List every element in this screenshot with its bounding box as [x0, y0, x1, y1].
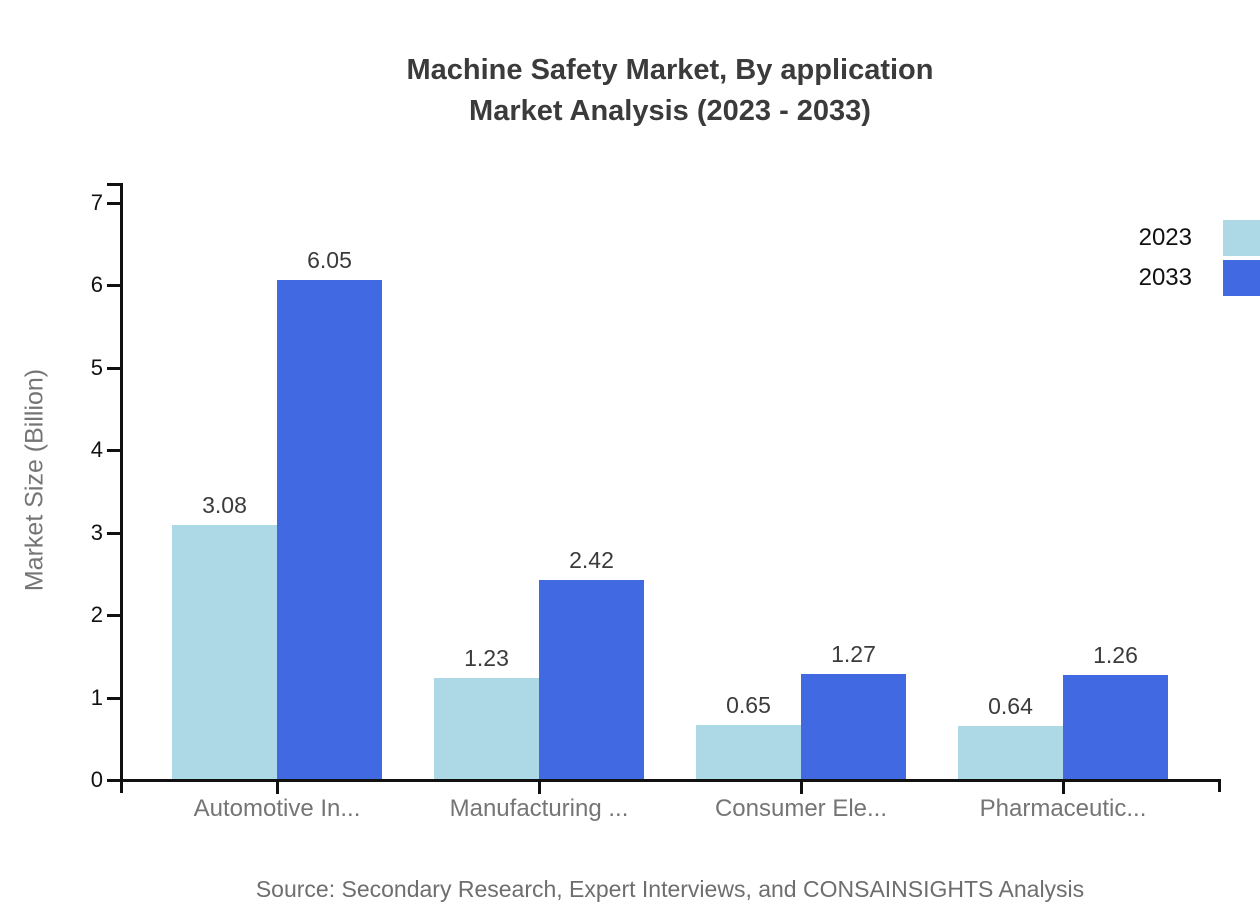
category-label: Manufacturing ...	[449, 795, 629, 822]
legend-label: 2033	[1138, 264, 1192, 291]
bar-value-label: 1.27	[831, 641, 876, 667]
legend-swatch-2023	[1223, 220, 1260, 256]
y-tick-mark	[107, 202, 121, 205]
y-tick-label: 3	[90, 519, 103, 545]
y-tick-label: 4	[90, 437, 103, 463]
bar	[801, 674, 906, 779]
y-tick-mark	[107, 531, 121, 535]
x-tick-mark	[800, 781, 803, 794]
category-label: Automotive In...	[193, 795, 361, 822]
legend: 2023 2033	[1132, 220, 1260, 300]
bar	[696, 725, 801, 779]
y-tick-mark	[107, 779, 121, 782]
x-tick-mark	[538, 781, 541, 794]
legend-label: 2023	[1138, 224, 1192, 251]
y-tick-mark	[107, 614, 121, 618]
y-tick-mark	[107, 449, 121, 453]
bar-value-label: 1.26	[1093, 642, 1138, 668]
x-axis-end-cap	[1218, 779, 1221, 792]
bar	[434, 678, 539, 779]
legend-item: 2023	[1132, 220, 1260, 256]
bar-value-label: 0.64	[988, 693, 1033, 719]
category-label: Consumer Ele...	[714, 795, 888, 822]
bar-value-label: 6.05	[307, 247, 352, 273]
bar-value-label: 1.23	[464, 645, 509, 671]
x-tick-mark	[1062, 781, 1065, 794]
bar	[1063, 675, 1168, 779]
y-tick-mark	[107, 366, 121, 370]
y-tick-label: 1	[90, 684, 103, 710]
bar	[539, 580, 644, 779]
y-axis-end-cap	[107, 183, 123, 186]
y-axis-line	[120, 183, 123, 783]
page-title: Machine Safety Market, By application Ma…	[120, 50, 1220, 132]
bar-value-label: 2.42	[569, 547, 614, 573]
source-caption: Source: Secondary Research, Expert Inter…	[255, 876, 1085, 902]
legend-item: 2033	[1132, 260, 1260, 296]
y-tick-label: 6	[90, 272, 103, 298]
y-tick-mark	[107, 284, 121, 288]
y-tick-label: 0	[90, 767, 103, 792]
y-tick-label: 2	[90, 602, 103, 628]
bar	[277, 280, 382, 779]
y-tick-label: 7	[90, 190, 103, 215]
legend-swatch-2033	[1223, 260, 1260, 296]
bar-value-label: 3.08	[202, 492, 247, 518]
y-tick-mark	[107, 696, 121, 700]
bar	[958, 726, 1063, 779]
title-line-2: Market Analysis (2023 - 2033)	[469, 95, 871, 127]
x-tick-mark	[276, 781, 279, 794]
y-tick-label: 5	[90, 354, 103, 380]
bar-value-label: 0.65	[726, 692, 771, 718]
y-axis-zero-tick	[120, 780, 123, 793]
title-line-1: Machine Safety Market, By application	[406, 54, 934, 86]
x-axis-line	[120, 779, 1221, 782]
bar	[172, 525, 277, 779]
category-label: Pharmaceutic...	[979, 795, 1147, 822]
